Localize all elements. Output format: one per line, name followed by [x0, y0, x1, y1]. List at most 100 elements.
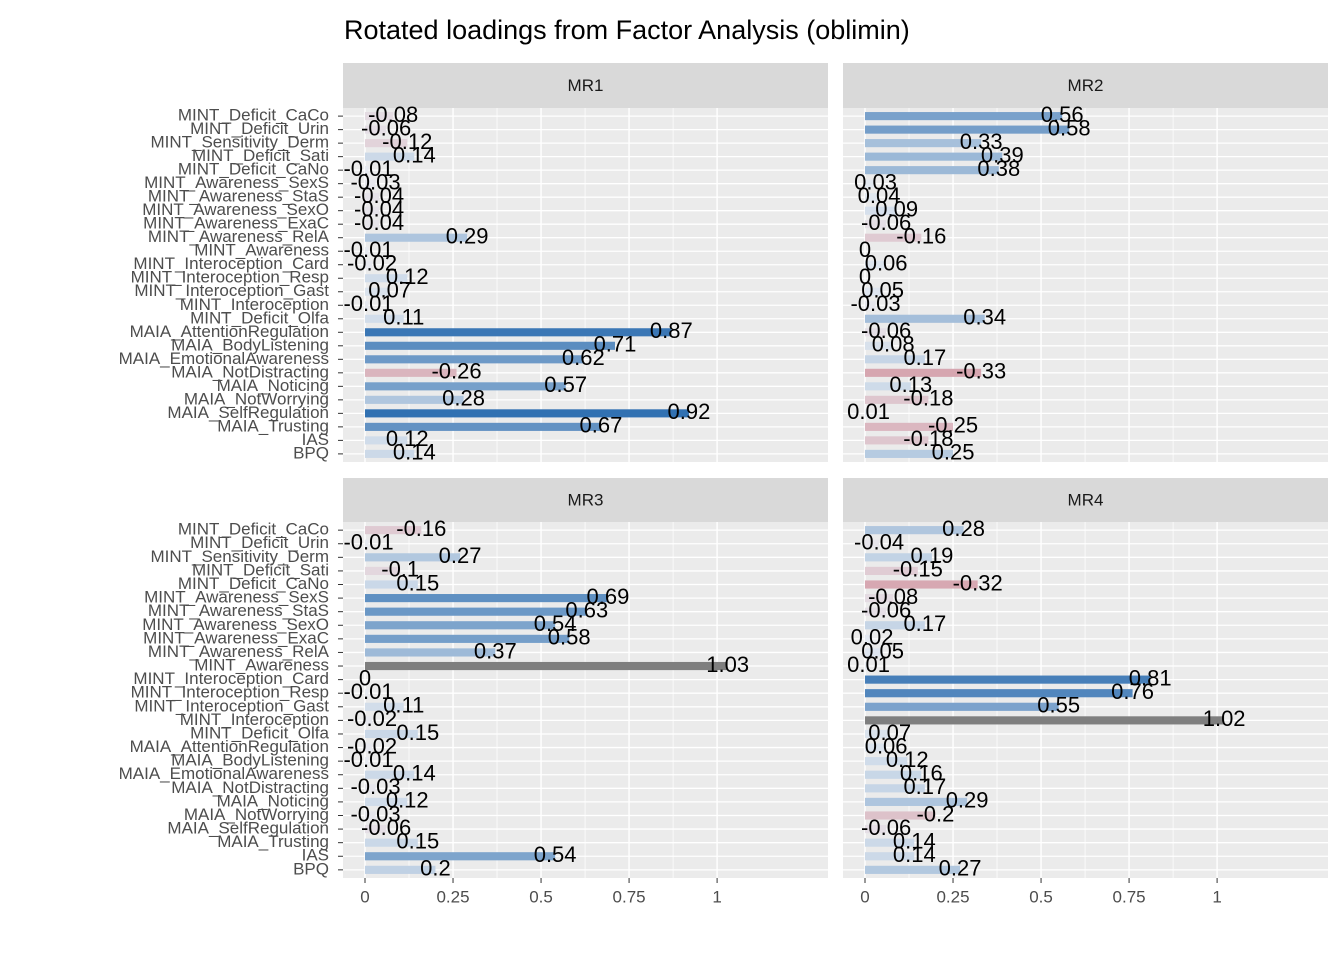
bar: [865, 661, 869, 671]
bar: [365, 409, 689, 418]
bar: [865, 260, 887, 269]
bar: [865, 784, 925, 793]
data-label: -0.06: [861, 597, 911, 622]
data-label: 0.17: [903, 345, 946, 370]
data-label: -0.25: [928, 413, 978, 438]
data-label: -0.06: [861, 210, 911, 235]
data-label: 0.17: [903, 611, 946, 636]
data-label: -0.03: [350, 774, 400, 799]
data-label: 0.07: [368, 278, 411, 303]
data-label: 0.39: [981, 142, 1024, 167]
bar: [865, 112, 1063, 121]
bar: [865, 852, 915, 861]
bar: [865, 287, 883, 296]
bar: [865, 206, 897, 215]
data-label: 0.71: [594, 332, 637, 357]
bar: [365, 580, 418, 589]
bar: [365, 139, 408, 148]
y-tick-label: MINT_Sensitivity_Derm: [150, 547, 329, 566]
y-tick-label: MINT_Interoception_Gast: [134, 281, 329, 300]
y-tick-label: BPQ: [293, 859, 329, 878]
y-tick-label: MINT_Awareness_ExaC: [143, 628, 329, 647]
y-tick-label: MINT_Awareness_StaS: [148, 601, 329, 620]
data-label: 0.05: [861, 638, 904, 663]
data-label: -0.01: [343, 237, 393, 262]
bar: [865, 594, 894, 603]
bar: [365, 702, 404, 711]
data-label: 0.29: [446, 224, 489, 249]
data-label: 0.28: [442, 386, 485, 411]
data-label: -0.18: [903, 426, 953, 451]
strip: [843, 478, 1328, 522]
y-tick-label: MINT_Sensitivity_Derm: [150, 133, 329, 152]
strip-label: MR2: [1068, 76, 1104, 95]
data-label: 0.12: [886, 747, 929, 772]
y-tick-label: MAIA_SelfRegulation: [167, 403, 329, 422]
data-label: -0.08: [868, 584, 918, 609]
data-label: 0.01: [847, 399, 890, 424]
bar: [865, 729, 890, 739]
data-label: 0.13: [889, 372, 932, 397]
bar: [865, 811, 936, 820]
bar: [865, 553, 932, 562]
data-label: 1.02: [1203, 706, 1246, 731]
bar: [365, 825, 387, 834]
data-label: -0.04: [354, 183, 404, 208]
bar: [365, 247, 369, 256]
bar: [865, 314, 985, 323]
x-tick-label: 0.25: [936, 887, 969, 906]
data-label: -0.01: [343, 291, 393, 316]
data-label: 0.12: [386, 426, 429, 451]
bar: [865, 865, 961, 874]
strip: [843, 63, 1328, 108]
bar: [865, 152, 1003, 161]
x-tick-label: 0.25: [436, 887, 469, 906]
data-label: 0.06: [865, 733, 908, 758]
y-tick-label: MAIA_EmotionalAwareness: [119, 349, 329, 368]
data-label: -0.04: [354, 196, 404, 221]
bar: [865, 179, 876, 188]
bar: [865, 395, 929, 404]
y-tick-label: MAIA_NotWorrying: [184, 805, 329, 824]
bar: [365, 594, 608, 603]
bar: [365, 220, 380, 229]
x-tick-label: 0: [360, 887, 369, 906]
data-label: 0.15: [396, 720, 439, 745]
bar: [365, 301, 369, 310]
y-tick-label: MINT_Deficit_Olfa: [190, 723, 329, 742]
data-label: -0.02: [347, 733, 397, 758]
bar: [365, 206, 380, 215]
bar: [365, 382, 566, 391]
y-tick-label: MINT_Deficit_CaNo: [178, 574, 329, 593]
data-label: 0.69: [587, 584, 630, 609]
data-label: 0.09: [875, 196, 918, 221]
data-label: 0.29: [946, 788, 989, 813]
data-label: 0.11: [383, 693, 424, 718]
y-tick-label: MAIA_NotWorrying: [184, 389, 329, 408]
data-label: -0.1: [381, 557, 419, 582]
y-tick-label: IAS: [302, 846, 329, 865]
bar: [865, 301, 876, 310]
data-label: -0.02: [347, 251, 397, 276]
data-label: -0.01: [343, 530, 393, 555]
data-label: -0.32: [953, 570, 1003, 595]
bar: [865, 328, 887, 337]
y-tick-label: MINT_Awareness_SexO: [142, 615, 329, 634]
y-tick-label: MINT_Deficit_CaCo: [178, 520, 329, 539]
y-tick-label: MAIA_BodyListening: [171, 335, 329, 354]
y-tick-label: MAIA_AttentionRegulation: [130, 322, 329, 341]
data-label: 0.37: [474, 638, 517, 663]
data-label: 0.58: [1048, 115, 1091, 140]
bar: [365, 838, 418, 847]
bar: [365, 865, 436, 874]
bar: [365, 553, 461, 562]
bar: [365, 233, 468, 242]
bar: [365, 621, 556, 630]
bar: [865, 382, 911, 391]
y-tick-label: MINT_Deficit_Urin: [190, 533, 329, 552]
data-label: 0.55: [1037, 693, 1080, 718]
data-label: -0.16: [896, 224, 946, 249]
y-tick-label: MINT_Awareness_SexS: [144, 173, 329, 192]
bar: [865, 139, 982, 148]
data-label: 0.92: [668, 399, 711, 424]
